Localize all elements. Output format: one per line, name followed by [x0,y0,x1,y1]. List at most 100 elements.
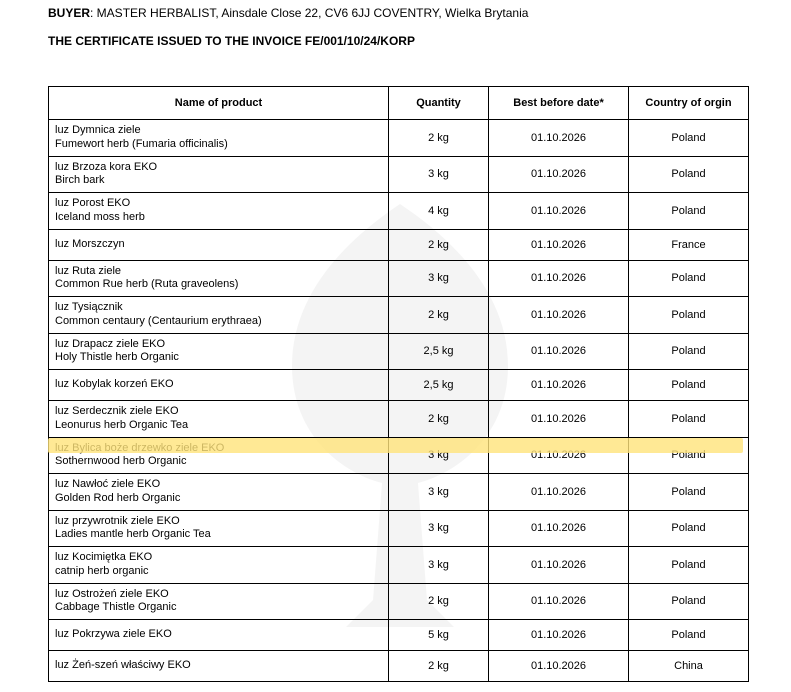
table-row: luz Żeń-szeń właściwy EKO2 kg01.10.2026C… [49,651,749,682]
table-row: luz Kocimiętka EKOcatnip herb organic3 k… [49,547,749,584]
product-country-cell: China [629,651,749,682]
table-row: luz Brzoza kora EKOBirch bark3 kg01.10.2… [49,156,749,193]
product-name-line1: luz Nawłoć ziele EKO [55,478,382,492]
product-qty-cell: 3 kg [389,474,489,511]
col-header-qty: Quantity [389,87,489,120]
product-qty-cell: 2 kg [389,583,489,620]
product-name-line1: luz przywrotnik ziele EKO [55,515,382,529]
product-name-line2: Common centaury (Centaurium erythraea) [55,315,382,329]
table-row: luz Dymnica zieleFumewort herb (Fumaria … [49,120,749,157]
product-name-cell: luz Drapacz ziele EKOHoly Thistle herb O… [49,333,389,370]
product-name-line1: luz Dymnica ziele [55,124,382,138]
product-bbd-cell: 01.10.2026 [489,620,629,651]
certificate-line: THE CERTIFICATE ISSUED TO THE INVOICE FE… [48,34,743,48]
table-row: luz TysiącznikCommon centaury (Centauriu… [49,297,749,334]
product-name-line2: Leonurus herb Organic Tea [55,419,382,433]
product-qty-cell: 2 kg [389,229,489,260]
product-name-line1: luz Morszczyn [55,238,382,252]
table-row: luz Bylica boże drzewko ziele EKOSothern… [49,437,749,474]
product-qty-cell: 3 kg [389,437,489,474]
product-name-line1: luz Żeń-szeń właściwy EKO [55,659,382,673]
product-name-cell: luz TysiącznikCommon centaury (Centauriu… [49,297,389,334]
product-country-cell: Poland [629,474,749,511]
product-bbd-cell: 01.10.2026 [489,193,629,230]
product-name-line1: luz Ostrożeń ziele EKO [55,588,382,602]
product-bbd-cell: 01.10.2026 [489,651,629,682]
product-bbd-cell: 01.10.2026 [489,120,629,157]
product-name-line2: Common Rue herb (Ruta graveolens) [55,278,382,292]
product-country-cell: Poland [629,510,749,547]
product-name-line2: Cabbage Thistle Organic [55,601,382,615]
product-qty-cell: 3 kg [389,510,489,547]
product-name-line1: luz Bylica boże drzewko ziele EKO [55,442,382,456]
col-header-country: Country of orgin [629,87,749,120]
product-country-cell: Poland [629,297,749,334]
product-qty-cell: 2 kg [389,297,489,334]
product-name-cell: luz Dymnica zieleFumewort herb (Fumaria … [49,120,389,157]
product-name-line1: luz Porost EKO [55,197,382,211]
product-country-cell: Poland [629,120,749,157]
product-name-cell: luz przywrotnik ziele EKOLadies mantle h… [49,510,389,547]
table-row: luz Nawłoć ziele EKOGolden Rod herb Orga… [49,474,749,511]
product-name-line1: luz Pokrzywa ziele EKO [55,628,382,642]
product-country-cell: Poland [629,620,749,651]
products-table: Name of product Quantity Best before dat… [48,86,749,682]
buyer-label: BUYER [48,6,90,20]
product-qty-cell: 2 kg [389,401,489,438]
product-country-cell: Poland [629,547,749,584]
product-name-line2: Holy Thistle herb Organic [55,351,382,365]
table-header-row: Name of product Quantity Best before dat… [49,87,749,120]
product-bbd-cell: 01.10.2026 [489,297,629,334]
product-name-cell: luz Bylica boże drzewko ziele EKOSothern… [49,437,389,474]
product-name-line2: catnip herb organic [55,565,382,579]
product-bbd-cell: 01.10.2026 [489,437,629,474]
product-country-cell: Poland [629,333,749,370]
product-qty-cell: 3 kg [389,156,489,193]
product-name-line1: luz Serdecznik ziele EKO [55,405,382,419]
product-name-line1: luz Ruta ziele [55,265,382,279]
product-bbd-cell: 01.10.2026 [489,156,629,193]
product-bbd-cell: 01.10.2026 [489,474,629,511]
product-bbd-cell: 01.10.2026 [489,333,629,370]
table-row: luz Ostrożeń ziele EKOCabbage Thistle Or… [49,583,749,620]
table-row: luz Porost EKOIceland moss herb4 kg01.10… [49,193,749,230]
product-name-cell: luz Żeń-szeń właściwy EKO [49,651,389,682]
table-wrap: Name of product Quantity Best before dat… [48,86,743,682]
product-name-line1: luz Kobylak korzeń EKO [55,378,382,392]
buyer-value: : MASTER HERBALIST, Ainsdale Close 22, C… [90,6,528,20]
product-country-cell: Poland [629,437,749,474]
product-bbd-cell: 01.10.2026 [489,370,629,401]
product-name-cell: luz Kocimiętka EKOcatnip herb organic [49,547,389,584]
product-name-cell: luz Ruta zieleCommon Rue herb (Ruta grav… [49,260,389,297]
product-name-cell: luz Serdecznik ziele EKOLeonurus herb Or… [49,401,389,438]
product-name-cell: luz Pokrzywa ziele EKO [49,620,389,651]
product-name-line1: luz Drapacz ziele EKO [55,338,382,352]
product-name-line2: Birch bark [55,174,382,188]
product-name-cell: luz Morszczyn [49,229,389,260]
product-bbd-cell: 01.10.2026 [489,401,629,438]
table-row: luz Drapacz ziele EKOHoly Thistle herb O… [49,333,749,370]
col-header-name: Name of product [49,87,389,120]
product-name-cell: luz Nawłoć ziele EKOGolden Rod herb Orga… [49,474,389,511]
product-name-line2: Fumewort herb (Fumaria officinalis) [55,138,382,152]
product-qty-cell: 2,5 kg [389,333,489,370]
product-name-line2: Iceland moss herb [55,211,382,225]
product-qty-cell: 3 kg [389,260,489,297]
product-qty-cell: 5 kg [389,620,489,651]
product-qty-cell: 3 kg [389,547,489,584]
product-qty-cell: 4 kg [389,193,489,230]
product-country-cell: Poland [629,193,749,230]
page: BUYER: MASTER HERBALIST, Ainsdale Close … [0,0,791,682]
table-row: luz Kobylak korzeń EKO2,5 kg01.10.2026Po… [49,370,749,401]
product-qty-cell: 2 kg [389,120,489,157]
product-name-cell: luz Kobylak korzeń EKO [49,370,389,401]
product-country-cell: Poland [629,370,749,401]
product-country-cell: Poland [629,583,749,620]
product-name-line2: Sothernwood herb Organic [55,455,382,469]
product-bbd-cell: 01.10.2026 [489,260,629,297]
product-country-cell: Poland [629,156,749,193]
product-name-cell: luz Ostrożeń ziele EKOCabbage Thistle Or… [49,583,389,620]
product-country-cell: France [629,229,749,260]
product-name-cell: luz Porost EKOIceland moss herb [49,193,389,230]
product-name-line2: Golden Rod herb Organic [55,492,382,506]
